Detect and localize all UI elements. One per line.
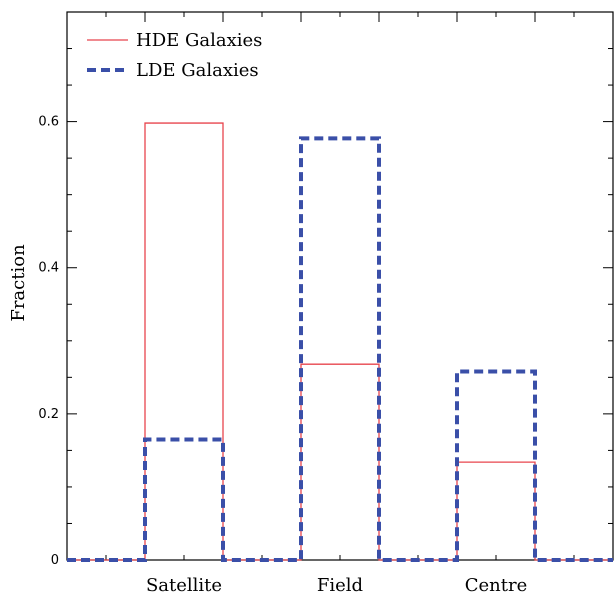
x-category-label: Satellite [146, 575, 222, 593]
x-category-label: Field [317, 575, 363, 593]
x-category-labels: Satellite Field Centre [146, 575, 527, 593]
y-tick-labels: 0 0.2 0.4 0.6 [38, 115, 59, 568]
legend-label: LDE Galaxies [136, 60, 259, 81]
plot-frame [66, 11, 614, 561]
series-hde-step-line [67, 122, 613, 561]
y-tick-label: 0.4 [38, 261, 59, 276]
plot-border [66, 11, 614, 561]
legend: HDE Galaxies LDE Galaxies [87, 30, 262, 81]
y-tick-label: 0 [51, 553, 59, 568]
y-tick-label: 0.6 [38, 115, 59, 130]
legend-label: HDE Galaxies [136, 30, 262, 51]
y-axis-title: Fraction [8, 244, 29, 322]
series-lde-step-line [67, 136, 613, 562]
x-category-label: Centre [465, 575, 528, 593]
y-tick-label: 0.2 [38, 407, 59, 422]
axis-ticks [67, 11, 613, 561]
bars [67, 122, 613, 562]
